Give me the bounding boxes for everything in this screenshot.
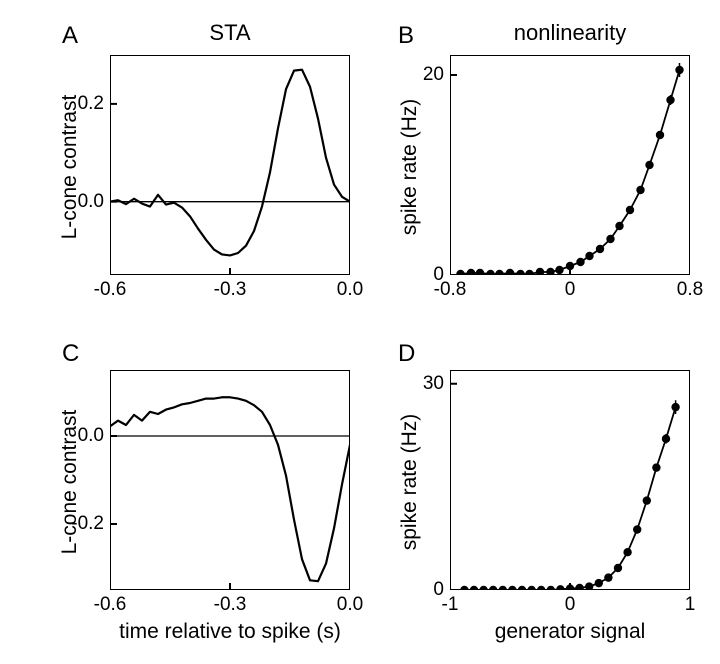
xtick-label: 0: [550, 279, 590, 301]
xtick-label: -0.3: [210, 594, 250, 616]
panel-label-d: D: [398, 340, 415, 368]
column-title-nonlinearity: nonlinearity: [450, 20, 690, 46]
panel-label-b: B: [398, 22, 414, 50]
xtick-label: 0.8: [670, 279, 710, 301]
xtick-label: -0.6: [90, 594, 130, 616]
plot-a: [110, 55, 350, 275]
ytick-label: 0.0: [62, 425, 104, 447]
ytick-label: 20: [402, 64, 444, 86]
ytick-label: 0.2: [62, 93, 104, 115]
ytick-label: 0: [402, 264, 444, 286]
xtick-label: 0.0: [330, 279, 370, 301]
ytick-label: -0.2: [62, 513, 104, 535]
plot-c: [110, 370, 350, 590]
ytick-label: 30: [402, 373, 444, 395]
figure-grid: STA nonlinearity A B C D L-cone contrast…: [0, 0, 720, 664]
ylabel-c: L-cone contrast: [58, 392, 82, 572]
xtick-label: 1: [670, 594, 710, 616]
ylabel-b: spike rate (Hz): [398, 77, 422, 257]
ytick-label: 0: [402, 579, 444, 601]
xtick-label: -0.6: [90, 279, 130, 301]
panel-label-c: C: [62, 340, 79, 368]
ytick-label: 0.0: [62, 191, 104, 213]
plot-b: [450, 55, 690, 275]
column-title-sta: STA: [110, 20, 350, 46]
ylabel-d: spike rate (Hz): [398, 392, 422, 572]
xtick-label: 0.0: [330, 594, 370, 616]
xlabel-c: time relative to spike (s): [110, 620, 350, 644]
plot-d: [450, 370, 690, 590]
xtick-label: -0.3: [210, 279, 250, 301]
xlabel-d: generator signal: [450, 620, 690, 644]
xtick-label: 0: [550, 594, 590, 616]
panel-label-a: A: [62, 22, 78, 50]
